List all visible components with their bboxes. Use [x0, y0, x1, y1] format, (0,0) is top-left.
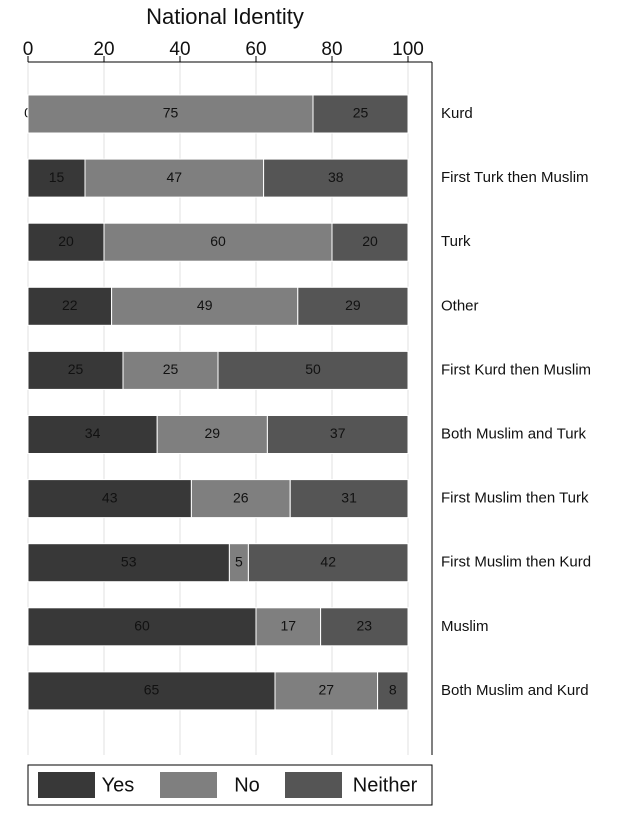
bar-segment: [274, 671, 379, 711]
bar-segment: [27, 286, 113, 326]
bar-segment: [122, 350, 219, 390]
data-label: 25: [353, 105, 369, 121]
x-tick-label: 20: [93, 39, 114, 60]
bar-segment: [312, 94, 409, 134]
category-label: Turk: [441, 233, 471, 250]
bar-segment: [297, 286, 409, 326]
x-tick-label: 40: [169, 39, 190, 60]
legend-label: No: [234, 774, 260, 796]
bar-segment: [111, 286, 299, 326]
data-label: 31: [341, 489, 357, 505]
data-label: 34: [85, 425, 101, 441]
bar-segment: [156, 415, 268, 454]
legend-box: [27, 764, 433, 806]
data-label: 49: [197, 297, 213, 313]
data-label: 29: [205, 425, 221, 441]
chart-title: National Identity: [146, 4, 304, 29]
data-label: 27: [319, 682, 335, 698]
bar-segment: [27, 222, 105, 262]
category-label: First Kurd then Muslim: [441, 361, 591, 378]
x-tick-label: 80: [321, 39, 342, 60]
bar-segment: [247, 543, 409, 583]
bar-segment: [27, 479, 192, 519]
bar-segment: [255, 607, 322, 647]
data-label: 65: [144, 682, 160, 698]
category-label: Muslim: [441, 618, 489, 635]
bar-segment: [263, 158, 409, 198]
bar-segment: [331, 222, 409, 262]
data-label: 26: [233, 489, 249, 505]
bar-segment: [27, 158, 86, 198]
legend-swatch: [160, 772, 217, 798]
bar-segment: [27, 415, 158, 454]
x-tick-label: 60: [245, 39, 266, 60]
bar-segment: [320, 607, 409, 647]
category-label: Other: [441, 297, 479, 314]
bar-segment: [103, 222, 333, 262]
data-label: 5: [235, 553, 243, 569]
category-label: Kurd: [441, 105, 473, 122]
bar-segment: [84, 158, 265, 198]
bar-segment: [27, 350, 124, 390]
bar-segment: [377, 671, 409, 711]
data-label: 25: [68, 361, 84, 377]
legend-swatch: [38, 772, 95, 798]
category-label: Both Muslim and Kurd: [441, 682, 589, 699]
bar-segment: [190, 479, 291, 519]
data-label: 22: [62, 297, 78, 313]
data-label: 25: [163, 361, 179, 377]
data-label: 60: [134, 618, 150, 634]
data-label: 50: [305, 361, 321, 377]
data-label: 17: [281, 618, 297, 634]
data-label: 8: [389, 682, 397, 698]
bar-segment: [289, 479, 409, 519]
data-label: 29: [345, 297, 361, 313]
legend-swatch: [285, 772, 342, 798]
category-label: First Muslim then Kurd: [441, 554, 591, 571]
bar-segment: [27, 607, 257, 647]
legend-label: Neither: [353, 774, 418, 796]
data-label: 23: [357, 618, 373, 634]
category-label: First Muslim then Turk: [441, 490, 589, 507]
data-label: 38: [328, 169, 344, 185]
data-label: 75: [163, 105, 179, 121]
data-label: 53: [121, 553, 137, 569]
category-label: First Turk then Muslim: [441, 169, 589, 186]
data-label: 15: [49, 169, 65, 185]
x-tick-label: 100: [392, 39, 424, 60]
category-label: Both Muslim and Turk: [441, 425, 587, 442]
data-label: 47: [167, 169, 183, 185]
x-tick-label: 0: [23, 39, 34, 60]
data-label: 37: [330, 425, 346, 441]
data-label: 20: [362, 233, 378, 249]
bar-segment: [27, 94, 314, 134]
bar-segment: [266, 415, 409, 454]
data-label: 42: [320, 553, 336, 569]
data-label: 43: [102, 489, 118, 505]
data-label: 20: [58, 233, 74, 249]
bar-segment: [217, 350, 409, 390]
legend-label: Yes: [102, 774, 135, 796]
data-label: 60: [210, 233, 226, 249]
